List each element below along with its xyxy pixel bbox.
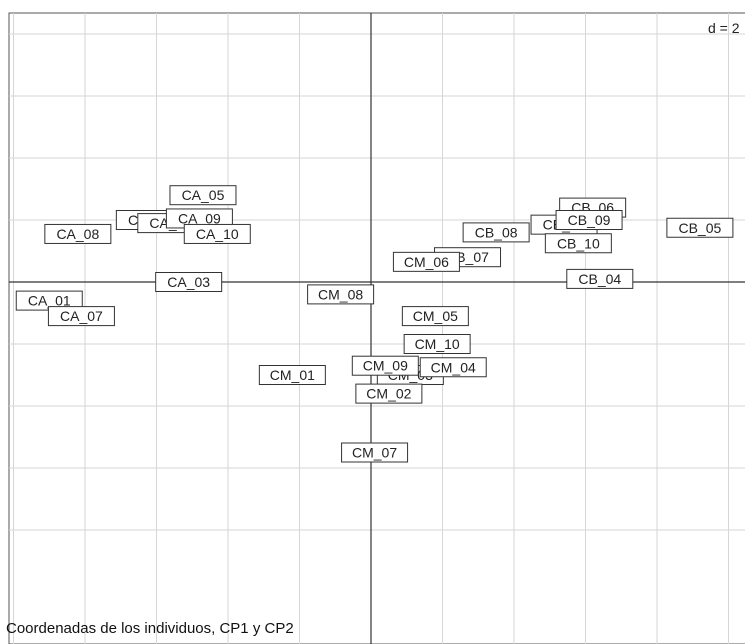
point-label-box — [566, 268, 634, 289]
point-label-text: CB_08 — [475, 224, 518, 240]
point-label-box — [307, 284, 375, 305]
point-label-cm-08: CM_08 — [307, 284, 375, 305]
point-label-text: CA_10 — [196, 226, 239, 242]
point-label-box — [341, 442, 409, 463]
grid-lines — [9, 13, 745, 644]
point-label-text: CB_04 — [578, 271, 621, 287]
point-label-box — [462, 222, 530, 243]
point-label-ca-08: CA_08 — [44, 223, 112, 244]
point-label-ca-01: CA_01 — [15, 290, 83, 311]
point-label-text: CM_06 — [404, 254, 449, 270]
point-label-text: CA_07 — [60, 308, 103, 324]
point-label-box — [44, 223, 112, 244]
point-label-box — [544, 233, 612, 254]
point-label-box — [392, 251, 460, 272]
point-label-cm-09: CM_09 — [351, 355, 419, 376]
point-label-cm-04: CM_04 — [419, 357, 487, 378]
point-label-text: CM_04 — [431, 359, 476, 375]
point-label-cm-02: CM_02 — [355, 383, 423, 404]
point-label-ca-10: CA_10 — [183, 223, 251, 244]
point-label-cm-05: CM_05 — [401, 306, 469, 327]
point-label-cb-09: CB_09 — [555, 210, 623, 230]
point-label-text: CM_01 — [270, 367, 315, 383]
point-label-text: CA_05 — [182, 187, 225, 203]
point-label-cb-08: CB_08 — [462, 222, 530, 243]
point-label-text: CM_10 — [415, 336, 460, 352]
point-label-cm-10: CM_10 — [403, 334, 471, 354]
point-label-ca-03: CA_03 — [155, 272, 223, 292]
point-label-ca-05: CA_05 — [169, 185, 237, 206]
grid-scale-label: d = 2 — [708, 20, 740, 36]
point-label-ca-07: CA_07 — [47, 306, 115, 327]
point-label-cb-10: CB_10 — [544, 233, 612, 254]
point-label-box — [355, 383, 423, 404]
point-label-box — [555, 210, 623, 230]
point-label-text: CM_09 — [363, 358, 408, 374]
point-label-text: CM_08 — [318, 286, 363, 302]
point-label-box — [155, 272, 223, 292]
plot-frame — [8, 12, 745, 644]
point-label-cb-05: CB_05 — [666, 217, 734, 238]
point-label-text: CM_02 — [366, 386, 411, 402]
point-label-text: CM_05 — [413, 308, 458, 324]
point-label-text: CB_09 — [568, 212, 611, 228]
point-label-cm-06: CM_06 — [392, 251, 460, 272]
point-label-box — [419, 357, 487, 378]
point-label-text: CA_08 — [56, 226, 99, 242]
point-label-text: CB_05 — [678, 220, 721, 236]
point-label-cm-01: CM_01 — [258, 365, 326, 385]
point-label-box — [169, 185, 237, 206]
point-label-text: CM_07 — [352, 445, 397, 461]
point-label-text: CA_09 — [178, 210, 221, 226]
point-label-cb-04: CB_04 — [566, 268, 634, 289]
point-labels: CA_05CA_06CA_02CA_09CA_08CA_10CA_03CA_01… — [15, 185, 734, 463]
point-label-box — [351, 355, 419, 376]
chart-title: Coordenadas de los individuos, CP1 y CP2 — [6, 620, 294, 637]
point-label-text: CA_01 — [28, 293, 71, 309]
point-label-text: CB_10 — [557, 235, 600, 251]
point-label-cm-07: CM_07 — [341, 442, 409, 463]
point-label-box — [47, 306, 115, 327]
point-label-text: CA_03 — [167, 274, 210, 290]
point-label-box — [401, 306, 469, 327]
point-label-ca-09: CA_09 — [165, 208, 233, 229]
point-label-box — [183, 223, 251, 244]
point-label-box — [666, 217, 734, 238]
point-label-box — [403, 334, 471, 354]
point-label-box — [258, 365, 326, 385]
